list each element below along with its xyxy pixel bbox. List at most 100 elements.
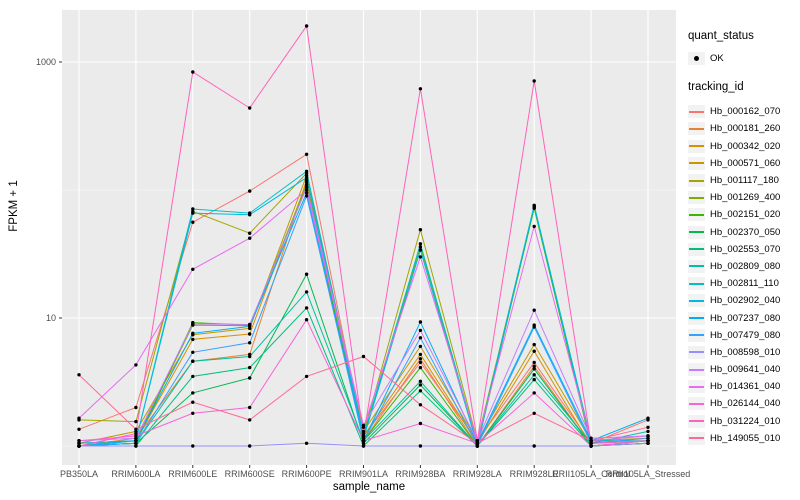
- data-point: [418, 328, 423, 333]
- legend-item-Hb_001269_400: Hb_001269_400: [688, 189, 798, 206]
- data-point: [191, 359, 195, 363]
- series-color-key: [688, 225, 705, 239]
- series-color-key: [688, 277, 705, 291]
- legend-item-label: Hb_007237_080: [710, 312, 781, 324]
- x-tick-label-PB350LA: PB350LA: [59, 469, 99, 479]
- data-point: [475, 439, 479, 443]
- series-line-swatch: [689, 179, 704, 182]
- data-point: [361, 444, 366, 448]
- data-point: [418, 320, 423, 324]
- legend-item-label: Hb_000181_260: [710, 123, 781, 135]
- legend-item-ok: OK: [688, 50, 798, 67]
- data-point: [248, 189, 252, 193]
- x-tick-label-RRIM928LA: RRIM928LA: [452, 469, 502, 479]
- data-point: [532, 411, 536, 415]
- data-point: [589, 444, 593, 448]
- data-point: [134, 441, 138, 445]
- data-point: [532, 444, 536, 448]
- data-point: [418, 352, 423, 357]
- data-point: [418, 389, 423, 393]
- series-color-key: [688, 122, 705, 136]
- data-point: [77, 416, 81, 420]
- data-point: [532, 364, 536, 368]
- legend-item-label: Hb_002902_040: [710, 295, 781, 307]
- series-line-swatch: [689, 127, 704, 130]
- data-point: [361, 439, 366, 443]
- data-point: [532, 391, 536, 395]
- data-point: [77, 444, 81, 448]
- data-point: [191, 211, 195, 215]
- series-color-key: [688, 345, 705, 359]
- data-point: [304, 290, 309, 294]
- legend-item-Hb_001117_180: Hb_001117_180: [688, 172, 798, 189]
- data-point: [134, 405, 138, 410]
- series-line-swatch: [689, 299, 704, 302]
- data-point: [532, 377, 536, 382]
- data-point: [191, 411, 195, 415]
- data-point: [304, 24, 309, 28]
- legend-item-Hb_002370_050: Hb_002370_050: [688, 224, 798, 241]
- series-color-key: [688, 380, 705, 394]
- series-line-swatch: [689, 385, 704, 388]
- data-point: [248, 332, 252, 336]
- legend-item-label: Hb_002553_070: [710, 243, 781, 255]
- data-point: [361, 441, 366, 445]
- data-point: [418, 242, 423, 246]
- data-point: [248, 231, 252, 235]
- data-point: [77, 427, 81, 431]
- data-point: [418, 344, 423, 349]
- data-point: [248, 444, 252, 448]
- data-point: [304, 441, 309, 445]
- data-point: [418, 365, 423, 370]
- data-point: [304, 188, 309, 192]
- data-point: [77, 441, 81, 445]
- series-color-key: [688, 414, 705, 428]
- legend-tracking-id: tracking_id Hb_000162_070 Hb_000181_260 Hb…: [688, 81, 798, 447]
- series-line-swatch: [689, 437, 704, 440]
- data-point: [304, 152, 309, 156]
- series-line-swatch: [689, 368, 704, 371]
- series-color-key: [688, 294, 705, 308]
- data-point: [191, 220, 195, 224]
- legend-item-Hb_014361_040: Hb_014361_040: [688, 378, 798, 395]
- data-point: [134, 419, 138, 424]
- data-point: [361, 354, 366, 359]
- legend-tracking-id-title: tracking_id: [688, 81, 744, 94]
- data-point: [134, 444, 138, 448]
- legend-item-Hb_002809_080: Hb_002809_080: [688, 258, 798, 275]
- data-point: [191, 70, 195, 74]
- legend-item-Hb_002811_110: Hb_002811_110: [688, 275, 798, 292]
- data-point: [248, 354, 252, 359]
- legend-item-Hb_000181_260: Hb_000181_260: [688, 120, 798, 137]
- series-color-key: [688, 431, 705, 445]
- legend-item-label: Hb_002809_080: [710, 260, 781, 272]
- data-point: [304, 183, 309, 187]
- series-line-swatch: [689, 145, 704, 148]
- data-point: [646, 434, 650, 438]
- legend-item-label: Hb_002370_050: [710, 226, 781, 238]
- data-point: [418, 228, 423, 232]
- series-line-swatch: [689, 402, 704, 405]
- data-point: [304, 318, 309, 322]
- data-point: [361, 425, 366, 429]
- data-point: [134, 363, 138, 367]
- series-color-key: [688, 191, 705, 205]
- series-line-swatch: [689, 162, 704, 165]
- legend-item-label: Hb_000571_060: [710, 157, 781, 169]
- data-point: [418, 421, 423, 426]
- series-color-key: [688, 174, 705, 188]
- data-point: [304, 175, 309, 180]
- data-point: [191, 322, 195, 326]
- data-point: [418, 360, 423, 365]
- legend-item-label: Hb_007479_080: [710, 329, 781, 341]
- legend-item-label: Hb_014361_040: [710, 381, 781, 393]
- y-axis-title: FPKM + 1: [8, 180, 20, 232]
- legend-item-label: Hb_002811_110: [710, 278, 779, 290]
- data-point: [475, 444, 479, 448]
- series-line-swatch: [689, 282, 704, 285]
- data-point: [418, 403, 423, 407]
- data-point: [418, 245, 423, 249]
- ok-point-key: [688, 52, 705, 66]
- data-point: [646, 429, 650, 434]
